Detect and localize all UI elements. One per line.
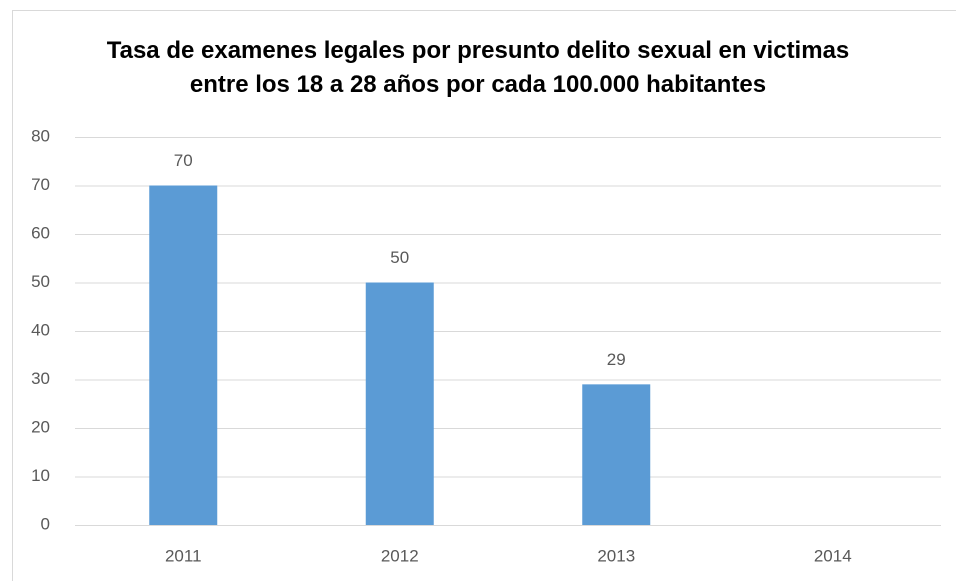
y-tick-label: 70 (31, 175, 50, 194)
bar (365, 282, 434, 525)
y-tick-label: 0 (41, 514, 50, 533)
y-tick-label: 40 (31, 320, 50, 339)
y-tick-label: 30 (31, 369, 50, 388)
data-label: 70 (174, 151, 193, 170)
y-tick-label: 20 (31, 417, 50, 436)
x-tick-label: 2013 (597, 546, 635, 565)
y-tick-label: 10 (31, 466, 50, 485)
chart-title: Tasa de examenes legales por presunto de… (106, 37, 850, 98)
x-tick-label: 2014 (814, 546, 852, 565)
bar (582, 384, 651, 525)
y-tick-label: 50 (31, 272, 50, 291)
y-tick-label: 80 (31, 126, 50, 145)
x-tick-label: 2012 (381, 546, 419, 565)
chart-border (12, 10, 956, 581)
x-tick-label: 2011 (165, 546, 202, 565)
data-label: 50 (390, 248, 409, 267)
y-tick-label: 60 (31, 223, 50, 242)
data-label: 29 (607, 350, 626, 369)
bar (149, 185, 218, 525)
